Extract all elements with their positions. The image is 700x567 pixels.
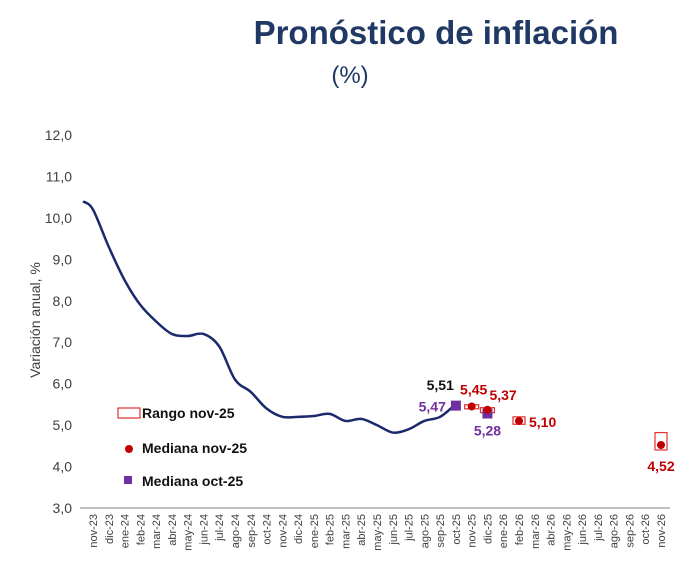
x-tick-label: feb-26 <box>514 514 526 545</box>
median-oct-label: 5,47 <box>419 399 446 415</box>
median-nov-marker <box>515 416 523 425</box>
x-tick-label: mar-26 <box>530 514 542 549</box>
median-nov-label: 5,10 <box>529 414 556 430</box>
y-tick-label: 5,0 <box>53 417 73 433</box>
x-tick-label: may-25 <box>372 514 384 551</box>
x-tick-label: ago-24 <box>230 514 242 548</box>
line-last-label: 5,51 <box>427 377 454 393</box>
y-tick-label: 12,0 <box>45 127 72 143</box>
x-tick-label: may-24 <box>183 514 195 551</box>
y-tick-label: 10,0 <box>45 210 72 226</box>
x-tick-label: ene-24 <box>120 514 132 548</box>
legend-median-oct-label: Mediana oct-25 <box>142 473 243 489</box>
x-tick-label: nov-24 <box>277 514 289 548</box>
legend-range-swatch <box>117 407 141 419</box>
x-tick-label: abr-26 <box>546 514 558 546</box>
x-tick-label: jul-25 <box>404 514 416 542</box>
x-tick-label: ene-25 <box>309 514 321 548</box>
x-tick-label: abr-25 <box>356 514 368 546</box>
median-nov-label: 5,37 <box>489 387 516 403</box>
x-tick-label: jul-26 <box>593 514 605 542</box>
median-nov-marker <box>657 441 665 450</box>
median-oct-marker <box>450 400 461 411</box>
chart-title: Pronóstico de inflación <box>253 14 619 51</box>
x-tick-label: nov-23 <box>88 514 100 548</box>
x-tick-label: mar-24 <box>151 514 163 549</box>
x-tick-label: dic-24 <box>293 514 305 544</box>
x-tick-label: oct-24 <box>262 514 274 545</box>
x-tick-label: ago-26 <box>609 514 621 548</box>
x-tick-label: jul-24 <box>214 514 226 542</box>
x-tick-label: jun-24 <box>198 514 210 546</box>
y-axis-label: Variación anual, % <box>27 262 43 378</box>
y-tick-label: 8,0 <box>53 293 73 309</box>
x-tick-label: dic-25 <box>482 514 494 544</box>
x-tick-label: sep-26 <box>624 514 636 548</box>
x-tick-label: oct-26 <box>640 514 652 545</box>
x-tick-label: sep-25 <box>435 514 447 548</box>
median-nov-label: 5,45 <box>460 381 487 397</box>
x-tick-label: feb-24 <box>135 514 147 545</box>
range-box <box>654 431 668 451</box>
x-tick-label: sep-24 <box>246 514 258 548</box>
legend-range-label: Rango nov-25 <box>142 405 235 421</box>
inflation-line <box>82 200 457 434</box>
y-tick-label: 4,0 <box>53 459 73 475</box>
x-tick-label: nov-25 <box>467 514 479 548</box>
x-tick-label: may-26 <box>561 514 573 551</box>
median-nov-label: 4,52 <box>647 458 674 474</box>
chart-subtitle: (%) <box>331 62 369 89</box>
x-tick-label: jun-26 <box>577 514 589 546</box>
x-tick-label: mar-25 <box>340 514 352 549</box>
x-tick-label: jun-25 <box>388 514 400 546</box>
y-tick-label: 11,0 <box>46 168 72 184</box>
x-tick-label: ene-26 <box>498 514 510 548</box>
median-nov-marker <box>467 402 476 411</box>
legend-median-nov-swatch <box>125 445 133 453</box>
legend-median-nov-label: Mediana nov-25 <box>142 440 247 456</box>
x-tick-label: nov-26 <box>656 514 668 548</box>
y-tick-label: 9,0 <box>53 251 73 267</box>
median-oct-label: 5,28 <box>474 423 501 439</box>
x-tick-label: dic-23 <box>104 514 116 544</box>
x-tick-label: oct-25 <box>451 514 463 545</box>
median-nov-marker <box>483 405 492 414</box>
x-tick-label: ago-25 <box>419 514 431 548</box>
x-tick-label: abr-24 <box>167 514 179 546</box>
y-tick-label: 7,0 <box>53 334 73 350</box>
y-tick-label: 6,0 <box>53 376 73 392</box>
legend-median-oct-swatch <box>124 476 132 484</box>
x-tick-label: feb-25 <box>325 514 337 545</box>
y-tick-label: 3,0 <box>53 500 73 516</box>
